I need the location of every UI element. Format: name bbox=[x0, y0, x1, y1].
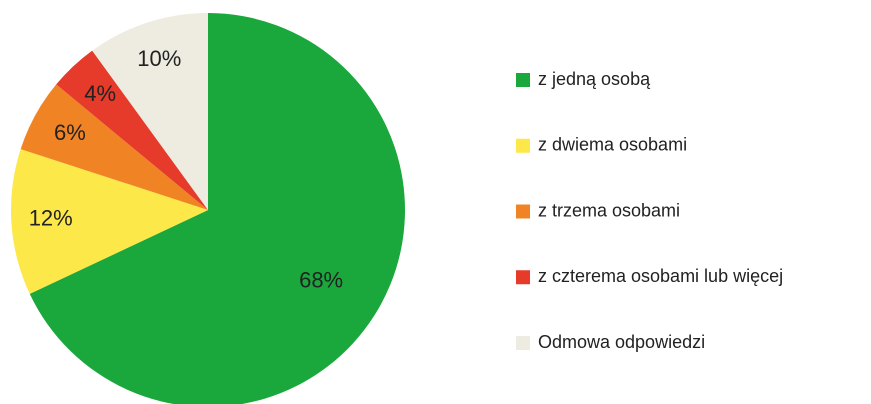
legend-swatch bbox=[516, 204, 530, 219]
data-label: 68% bbox=[299, 268, 343, 293]
pie-slice bbox=[29, 13, 405, 404]
pie-slice bbox=[20, 84, 209, 210]
legend-swatch bbox=[516, 138, 530, 153]
legend-swatch bbox=[516, 270, 530, 285]
legend-label: z trzema osobami bbox=[538, 200, 680, 220]
data-label: 6% bbox=[54, 120, 86, 145]
data-label: 10% bbox=[137, 46, 181, 71]
legend-label: Odmowa odpowiedzi bbox=[538, 332, 705, 352]
legend-label: z jedną osobą bbox=[538, 69, 651, 89]
data-label: 4% bbox=[84, 81, 116, 106]
pie-slice bbox=[10, 149, 208, 294]
legend-label: z czterema osobami lub więcej bbox=[538, 266, 783, 286]
legend-label: z dwiema osobami bbox=[538, 135, 687, 155]
pie-slice bbox=[56, 50, 208, 210]
legend-swatch bbox=[516, 73, 530, 87]
data-label: 12% bbox=[29, 206, 73, 231]
pie-slice bbox=[92, 13, 208, 210]
legend-swatch bbox=[516, 336, 530, 350]
